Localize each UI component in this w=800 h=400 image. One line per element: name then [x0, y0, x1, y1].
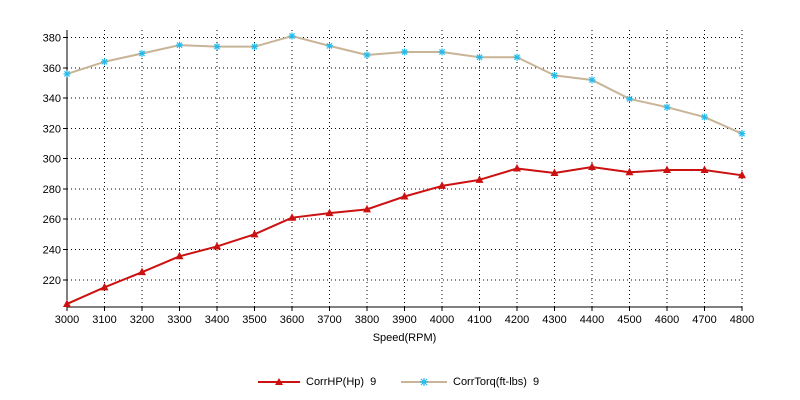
x-tick-label: 3800: [355, 314, 379, 326]
series-group: [63, 32, 746, 307]
series-torque: [63, 32, 746, 138]
data-point: [438, 181, 446, 189]
x-tick-label: 4300: [542, 314, 566, 326]
data-point: [738, 130, 746, 138]
legend-marker-hp: [275, 378, 283, 385]
y-tick-label: 240: [43, 244, 61, 256]
legend-suffix-torque: 9: [532, 376, 540, 388]
data-point: [101, 58, 108, 66]
data-point: [626, 95, 633, 103]
x-tick-label: 4800: [730, 314, 754, 326]
y-tick-label: 340: [43, 93, 61, 105]
legend-label-torque: CorrTorq(ft-lbs): [453, 376, 527, 388]
x-axis-title: Speed(RPM): [373, 332, 437, 344]
x-tick-label: 4100: [467, 314, 491, 326]
y-tick-label: 280: [43, 184, 61, 196]
data-point: [363, 204, 371, 213]
data-point: [63, 299, 71, 307]
y-tick-label: 300: [43, 154, 61, 166]
axes: [63, 30, 743, 311]
x-tick-label: 3300: [167, 314, 191, 326]
series-line: [66, 165, 743, 305]
x-tick-label: 3500: [242, 314, 266, 326]
data-point: [176, 41, 183, 49]
x-tick-label: 3400: [205, 314, 229, 326]
data-point: [513, 164, 521, 172]
data-point: [250, 229, 259, 238]
x-tick-label: 4500: [617, 314, 641, 326]
data-point: [625, 167, 634, 176]
data-point: [288, 32, 296, 40]
legend-swatch-hp: [258, 378, 300, 385]
data-point: [63, 70, 71, 78]
legend-label-hp: CorrHP(Hp): [306, 376, 365, 388]
data-point: [700, 165, 709, 174]
legend: CorrHP(Hp) 9 CorrTorq(ft-lbs) 9: [0, 372, 800, 392]
data-point: [138, 267, 146, 276]
data-point: [363, 51, 371, 59]
x-tick-label: 3900: [392, 314, 416, 326]
data-point: [175, 251, 184, 260]
data-point: [325, 208, 334, 217]
data-point: [213, 241, 221, 250]
legend-item-torque[interactable]: CorrTorq(ft-lbs) 9: [401, 372, 539, 392]
data-point: [401, 48, 408, 56]
data-point: [326, 42, 333, 50]
data-point: [588, 162, 596, 170]
x-tick-label: 4400: [580, 314, 604, 326]
data-point: [551, 71, 558, 79]
data-point: [400, 192, 409, 200]
x-tick-label: 3100: [92, 314, 116, 326]
data-point: [513, 53, 521, 61]
y-tick-label: 360: [43, 63, 61, 75]
data-point: [100, 282, 109, 291]
tick-labels: 3000 3100 3200 3300 3400 3500 3600 3700 3800 3900…: [43, 33, 755, 326]
grid: [67, 30, 743, 307]
data-point: [438, 48, 446, 56]
legend-item-hp[interactable]: CorrHP(Hp) 9: [258, 372, 376, 392]
x-tick-label: 4600: [655, 314, 679, 326]
x-tick-label: 3600: [280, 314, 304, 326]
data-point: [663, 103, 671, 111]
x-tick-label: 4000: [430, 314, 454, 326]
y-tick-label: 380: [43, 33, 61, 45]
x-tick-label: 3000: [55, 314, 79, 326]
data-point: [738, 170, 746, 179]
data-point: [550, 168, 559, 177]
x-tick-label: 3700: [317, 314, 341, 326]
data-point: [476, 53, 483, 61]
data-point: [663, 165, 671, 174]
legend-swatch-torque: [401, 378, 447, 386]
data-point: [475, 175, 484, 183]
x-tick-label: 4200: [505, 314, 529, 326]
x-tick-label: 3200: [130, 314, 154, 326]
data-point: [288, 213, 296, 221]
x-tick-label: 4700: [692, 314, 716, 326]
legend-marker-torque: [420, 378, 428, 386]
data-point: [588, 76, 596, 84]
data-point: [213, 43, 221, 51]
legend-suffix-hp: 9: [370, 376, 377, 388]
series-hp: [63, 162, 746, 307]
data-point: [701, 113, 708, 121]
data-point: [138, 49, 146, 57]
y-tick-label: 260: [43, 214, 61, 226]
data-point: [251, 43, 258, 51]
y-tick-label: 220: [43, 275, 61, 287]
y-tick-label: 320: [43, 123, 61, 135]
